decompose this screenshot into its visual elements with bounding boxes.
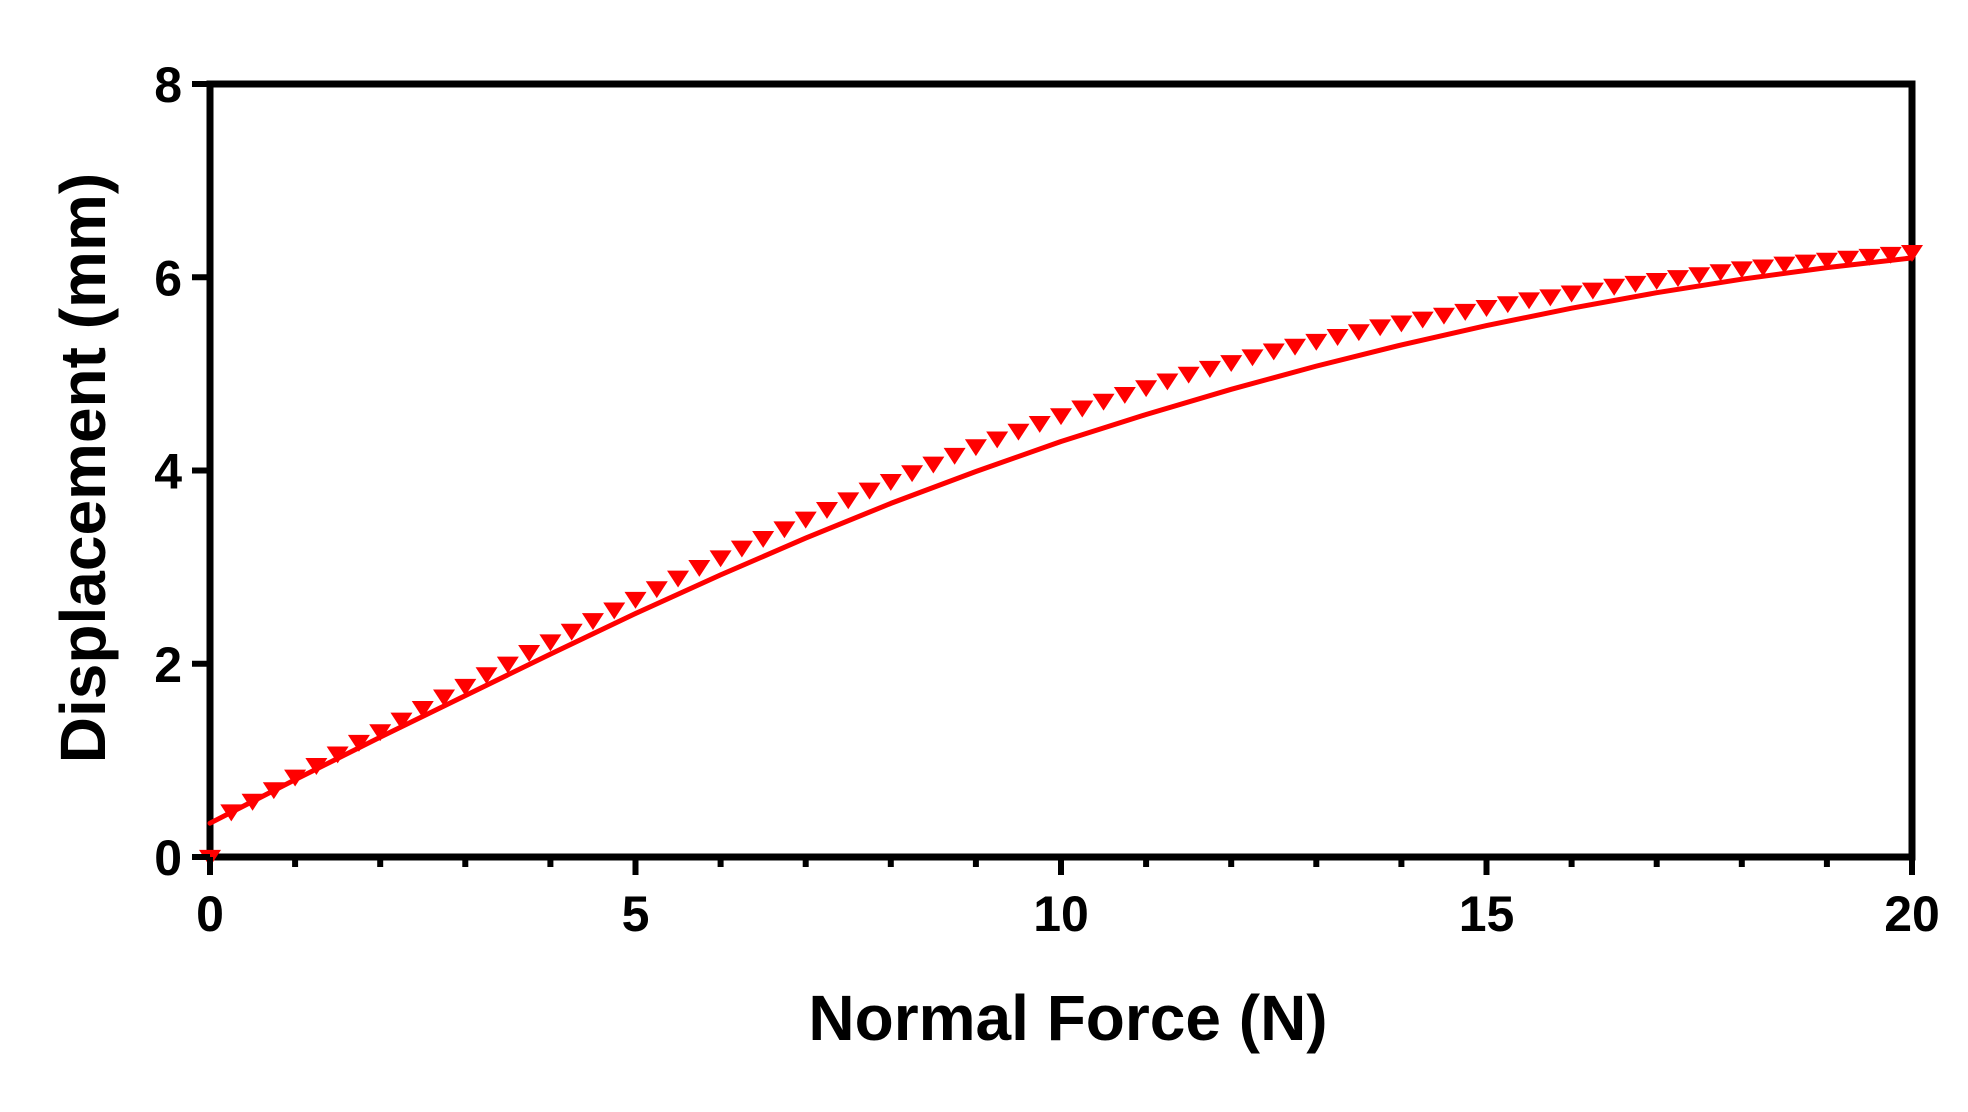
x-tick-label: 5 — [622, 886, 650, 942]
data-point — [1369, 319, 1392, 337]
data-point — [1432, 307, 1455, 325]
data-point — [986, 431, 1009, 449]
data-point — [1135, 380, 1158, 398]
data-point — [730, 540, 753, 558]
data-point — [1879, 246, 1902, 264]
data-point — [1709, 264, 1732, 282]
y-tick-label: 4 — [154, 444, 182, 500]
x-axis-title: Normal Force (N) — [808, 982, 1327, 1054]
data-point — [262, 782, 285, 800]
data-point — [1347, 324, 1370, 342]
data-point — [667, 570, 690, 588]
data-point — [284, 769, 307, 787]
data-point — [922, 456, 945, 474]
data-point — [305, 758, 328, 775]
x-tick-label: 0 — [196, 886, 224, 942]
data-point — [1688, 267, 1711, 285]
data-point — [581, 613, 604, 631]
data-point — [858, 482, 881, 500]
data-point — [1645, 272, 1668, 290]
data-point — [1730, 261, 1753, 279]
data-point — [411, 701, 434, 718]
y-tick-label: 6 — [154, 250, 182, 306]
data-point — [943, 447, 966, 465]
y-tick-label: 8 — [154, 57, 182, 113]
data-point — [1305, 333, 1328, 351]
data-point — [815, 502, 838, 519]
data-point — [326, 746, 349, 764]
data-point — [1454, 303, 1477, 321]
data-point — [709, 550, 732, 568]
data-point — [1241, 349, 1264, 367]
data-point — [1560, 285, 1583, 303]
data-point — [1220, 355, 1243, 373]
data-point — [1262, 343, 1285, 361]
data-point — [964, 439, 987, 457]
data-point — [1092, 393, 1115, 411]
data-point — [1815, 252, 1838, 270]
data-point — [1156, 373, 1179, 391]
x-tick-label: 15 — [1459, 886, 1515, 942]
y-tick-label: 2 — [154, 637, 182, 693]
x-tick-label: 10 — [1033, 886, 1089, 942]
data-point — [879, 473, 902, 491]
y-tick-label: 0 — [154, 830, 182, 886]
data-point — [369, 724, 392, 742]
data-point — [1581, 282, 1604, 300]
data-point — [1518, 292, 1541, 310]
data-point — [1837, 250, 1860, 268]
data-point — [645, 581, 668, 599]
data-point — [603, 602, 626, 620]
data-point — [901, 465, 924, 483]
data-point — [1177, 366, 1200, 384]
data-point — [1539, 289, 1562, 307]
data-point — [1071, 400, 1094, 418]
data-point — [794, 511, 817, 529]
data-point — [752, 530, 775, 548]
data-point — [1113, 387, 1136, 404]
x-tick-label: 20 — [1884, 886, 1940, 942]
data-point — [220, 804, 243, 822]
data-point — [1028, 416, 1051, 433]
data-point — [539, 634, 562, 652]
data-point — [1666, 270, 1689, 287]
data-point — [496, 656, 519, 674]
data-point — [241, 793, 264, 811]
data-point — [1198, 360, 1221, 378]
data-point — [1050, 408, 1072, 426]
data-point — [518, 645, 541, 662]
data-point — [1901, 244, 1923, 262]
y-axis-title: Displacement (mm) — [47, 173, 119, 763]
data-point — [1794, 254, 1817, 272]
axis-layer: 0 5 10 15 20 0 2 4 6 8 — [154, 57, 1940, 942]
data-point — [1773, 256, 1796, 274]
fit-line — [207, 255, 1915, 826]
data-point — [1284, 338, 1307, 356]
data-point — [433, 689, 456, 707]
data-point — [475, 667, 498, 685]
data-point — [688, 559, 711, 577]
data-point — [347, 734, 370, 752]
data-point — [1007, 423, 1030, 441]
data-point — [1326, 329, 1349, 346]
data-point — [560, 623, 583, 641]
data-point — [1411, 311, 1434, 329]
data-point — [1624, 275, 1647, 293]
data-point — [1496, 296, 1519, 314]
data-point — [1475, 300, 1498, 317]
data-point — [773, 521, 796, 539]
data-point — [390, 712, 413, 730]
data-point — [624, 591, 647, 609]
data-point — [1603, 278, 1626, 296]
data-point — [1752, 259, 1775, 277]
series-layer — [199, 244, 1923, 867]
data-point — [454, 678, 477, 696]
plot-layer — [206, 80, 1916, 861]
plot-frame — [206, 80, 1916, 861]
data-point — [1390, 315, 1413, 333]
data-point — [837, 492, 860, 510]
data-point — [1858, 248, 1881, 266]
